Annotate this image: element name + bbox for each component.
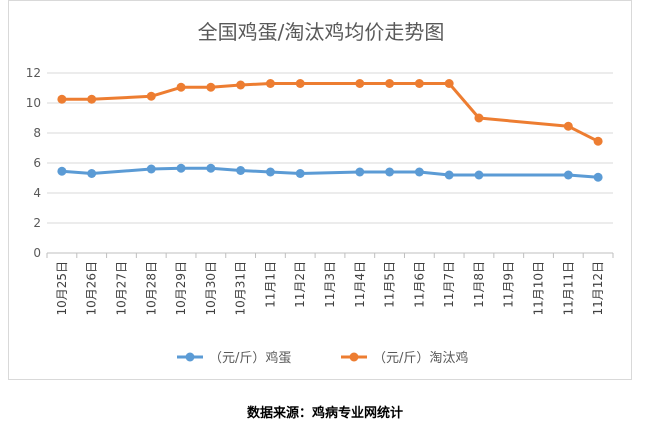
data-point	[236, 80, 246, 90]
data-point	[295, 79, 305, 88]
data-point	[444, 170, 454, 180]
y-tick-label: 12	[26, 66, 41, 80]
gridlines	[47, 72, 613, 254]
data-point	[414, 79, 424, 88]
data-point	[474, 113, 484, 123]
data-point	[206, 163, 216, 173]
data-point	[385, 167, 395, 177]
data-point	[146, 91, 156, 101]
x-tick-label: 11月11日	[561, 261, 575, 316]
x-tick-label: 11月4日	[353, 261, 367, 308]
data-point	[563, 170, 573, 180]
legend-label-1: （元/斤）淘汰鸡	[373, 350, 468, 366]
data-point	[265, 167, 275, 177]
x-tick-label: 11月8日	[472, 261, 486, 308]
y-tick-label: 4	[33, 186, 41, 200]
y-tick-label: 6	[33, 156, 41, 170]
source-note: 数据来源：鸡病专业网统计	[246, 406, 403, 421]
data-point	[87, 94, 97, 104]
data-point	[355, 79, 365, 88]
chart-title: 全国鸡蛋/淘汰鸡均价走势图	[198, 20, 445, 44]
x-tick-label: 10月31日	[234, 261, 248, 316]
legend-marker-0	[185, 352, 195, 362]
x-tick-label: 11月10日	[532, 261, 546, 316]
data-point	[474, 170, 484, 180]
data-point	[414, 167, 424, 177]
data-point	[236, 166, 246, 175]
legend-marker-1	[349, 352, 359, 362]
x-tick-label: 10月25日	[55, 261, 69, 316]
chart-frame: 全国鸡蛋/淘汰鸡均价走势图 0 2 4 6 8 10 12 10月25日 10月26日 10月2…	[8, 0, 632, 380]
x-tick-label: 10月29日	[174, 261, 188, 316]
data-point	[265, 79, 275, 88]
x-tick-label: 10月26日	[85, 261, 99, 316]
x-tick-label: 11月12日	[591, 261, 605, 316]
x-tick-label: 11月9日	[502, 261, 516, 308]
x-tick-label: 11月1日	[263, 261, 277, 308]
x-tick-label: 11月2日	[293, 261, 307, 308]
data-point	[563, 121, 573, 131]
data-point	[57, 166, 67, 176]
data-point	[295, 169, 305, 178]
x-tick-label: 11月6日	[412, 261, 426, 308]
data-point	[87, 169, 97, 178]
data-point	[593, 136, 603, 146]
series-line-0	[60, 166, 600, 179]
data-point	[444, 79, 454, 88]
data-point	[146, 164, 156, 174]
x-tick-label: 11月5日	[383, 261, 397, 308]
y-tick-label: 0	[33, 246, 41, 260]
data-point	[385, 79, 395, 88]
x-tick-label: 10月28日	[144, 261, 158, 316]
y-tick-label: 8	[33, 126, 41, 140]
y-tick-label: 10	[26, 96, 41, 110]
x-tick-label: 10月27日	[114, 261, 128, 316]
data-point	[206, 82, 216, 92]
series-layer	[57, 79, 603, 182]
data-point	[593, 172, 603, 182]
x-tick-label: 11月7日	[442, 261, 456, 308]
x-tick-label: 11月3日	[323, 261, 337, 308]
y-tick-label: 2	[33, 216, 41, 230]
data-point	[176, 82, 186, 92]
x-tick-label: 10月30日	[204, 261, 218, 316]
data-point	[355, 167, 365, 177]
y-axis-ticks: 0 2 4 6 8 10 12	[26, 66, 41, 260]
legend: （元/斤）鸡蛋 （元/斤）淘汰鸡	[177, 350, 468, 366]
legend-label-0: （元/斤）鸡蛋	[209, 350, 291, 366]
x-axis-ticks: 10月25日 10月26日 10月27日 10月28日 10月29日 10月30日 10月3…	[46, 253, 614, 316]
data-point	[176, 163, 186, 173]
data-point	[57, 94, 67, 104]
